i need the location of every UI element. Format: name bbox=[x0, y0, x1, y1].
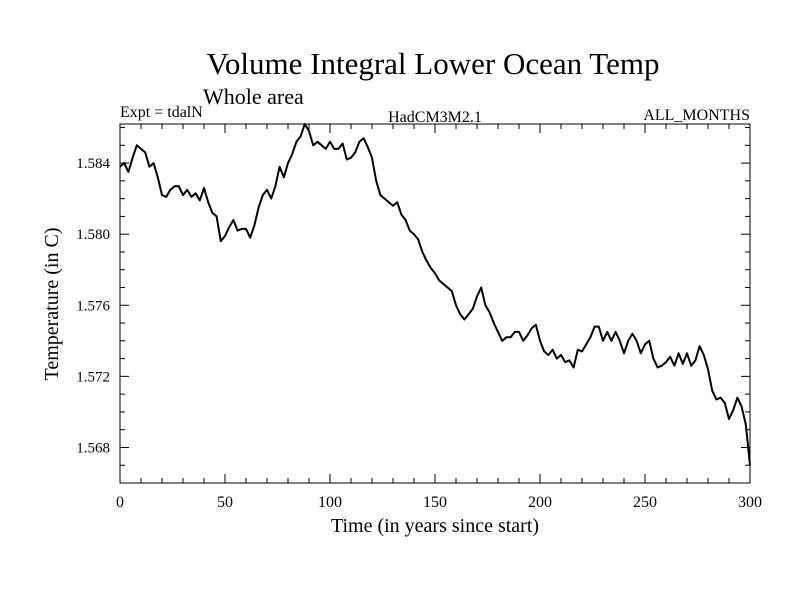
axis-ticks bbox=[119, 124, 751, 483]
series-line-temperature bbox=[119, 123, 751, 466]
months-label: ALL_MONTHS bbox=[643, 107, 750, 124]
plot-frame bbox=[119, 123, 751, 484]
y-axis-label: Temperature (in C) bbox=[41, 228, 63, 381]
x-axis-label: Time (in years since start) bbox=[331, 515, 539, 537]
y-tick-label: 1.568 bbox=[76, 440, 110, 456]
y-tick-label: 1.584 bbox=[76, 156, 110, 172]
x-tick-label: 100 bbox=[318, 494, 342, 511]
y-tick-label: 1.580 bbox=[76, 227, 110, 243]
y-tick-labels: 1.568 1.572 1.576 1.580 1.584 bbox=[76, 156, 110, 456]
x-tick-label: 150 bbox=[423, 494, 447, 511]
experiment-label: Expt = tdalN bbox=[120, 104, 203, 121]
model-label: HadCM3M2.1 bbox=[388, 109, 482, 126]
x-tick-label: 300 bbox=[738, 494, 762, 511]
x-tick-label: 200 bbox=[528, 494, 552, 511]
y-tick-label: 1.572 bbox=[76, 369, 110, 385]
chart-subtitle: Whole area bbox=[203, 84, 304, 109]
x-tick-label: 50 bbox=[217, 494, 233, 511]
x-tick-labels: 0 50 100 150 200 250 300 bbox=[116, 494, 762, 511]
x-tick-label: 0 bbox=[116, 494, 124, 511]
x-tick-label: 250 bbox=[633, 494, 657, 511]
chart-title: Volume Integral Lower Ocean Temp bbox=[207, 46, 660, 81]
y-tick-label: 1.576 bbox=[76, 298, 110, 314]
